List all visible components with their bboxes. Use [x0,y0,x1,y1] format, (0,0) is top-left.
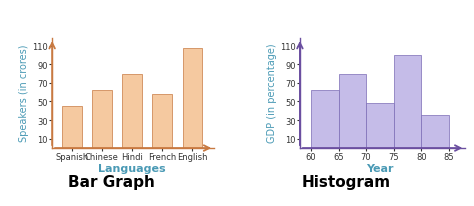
Bar [122,74,142,148]
Bar [393,56,421,148]
Bar [311,91,338,148]
Bar [153,95,172,148]
Bar [366,104,393,148]
Bar [421,116,449,148]
Bar [62,107,82,148]
Text: Bar Graph: Bar Graph [68,174,155,189]
Y-axis label: GDP (in percentage): GDP (in percentage) [267,43,277,142]
X-axis label: Year: Year [366,163,393,173]
Bar [182,49,202,148]
Bar [92,91,112,148]
Bar [338,74,366,148]
Text: Histogram: Histogram [301,174,391,189]
X-axis label: Languages: Languages [98,163,166,173]
Y-axis label: Speakers (in crores): Speakers (in crores) [19,44,29,141]
